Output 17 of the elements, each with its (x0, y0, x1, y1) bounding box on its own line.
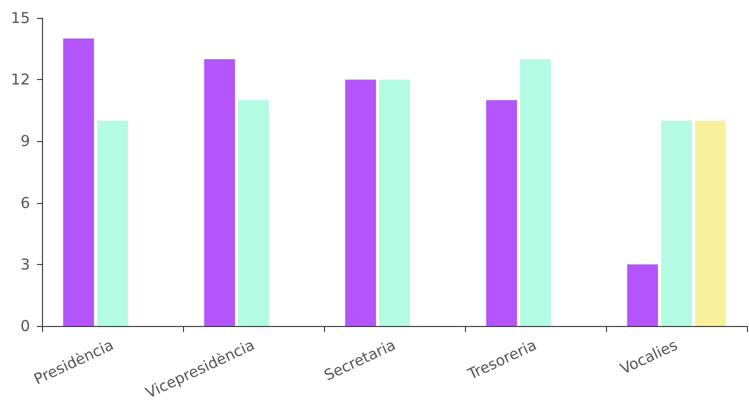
bar (627, 264, 658, 326)
bar (661, 120, 692, 326)
y-tick-label: 6 (20, 194, 30, 212)
bar (520, 59, 551, 326)
y-tick-label: 3 (20, 255, 30, 274)
y-tick-label: 9 (20, 132, 30, 150)
y-tick-label: 15 (10, 9, 30, 27)
bar (695, 120, 726, 326)
bar (379, 80, 410, 326)
bar (486, 100, 517, 326)
bar (238, 100, 269, 326)
bar (63, 38, 94, 326)
y-tick-label: 0 (20, 317, 30, 335)
y-tick-label: 12 (10, 70, 30, 89)
bar (97, 120, 128, 326)
bar (204, 59, 235, 326)
bar (345, 80, 376, 326)
